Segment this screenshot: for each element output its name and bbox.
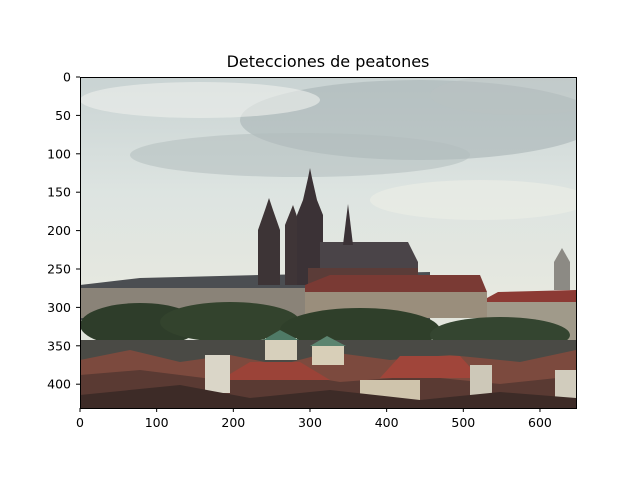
plot-title: Detecciones de peatones bbox=[226, 52, 430, 71]
y-tick-label: 50 bbox=[55, 108, 71, 123]
axes-frame bbox=[80, 77, 577, 409]
x-axis: 0 100 200 300 400 500 600 bbox=[76, 408, 552, 430]
y-tick-label: 350 bbox=[47, 338, 71, 353]
y-tick-label: 100 bbox=[47, 146, 71, 161]
x-tick-label: 200 bbox=[221, 415, 245, 430]
x-tick-label: 400 bbox=[375, 415, 399, 430]
x-tick-label: 500 bbox=[451, 415, 475, 430]
y-tick-label: 0 bbox=[63, 70, 71, 85]
photo-castle bbox=[80, 77, 576, 408]
y-tick-label: 200 bbox=[47, 223, 71, 238]
y-axis: 0 50 100 150 200 250 300 350 400 bbox=[47, 70, 80, 392]
y-tick-label: 400 bbox=[47, 377, 71, 392]
y-tick-label: 150 bbox=[47, 185, 71, 200]
x-tick-label: 300 bbox=[298, 415, 322, 430]
y-tick-label: 250 bbox=[47, 261, 71, 276]
x-tick-label: 0 bbox=[76, 415, 84, 430]
x-tick-label: 600 bbox=[528, 415, 552, 430]
x-tick-label: 100 bbox=[145, 415, 169, 430]
y-tick-label: 300 bbox=[47, 300, 71, 315]
